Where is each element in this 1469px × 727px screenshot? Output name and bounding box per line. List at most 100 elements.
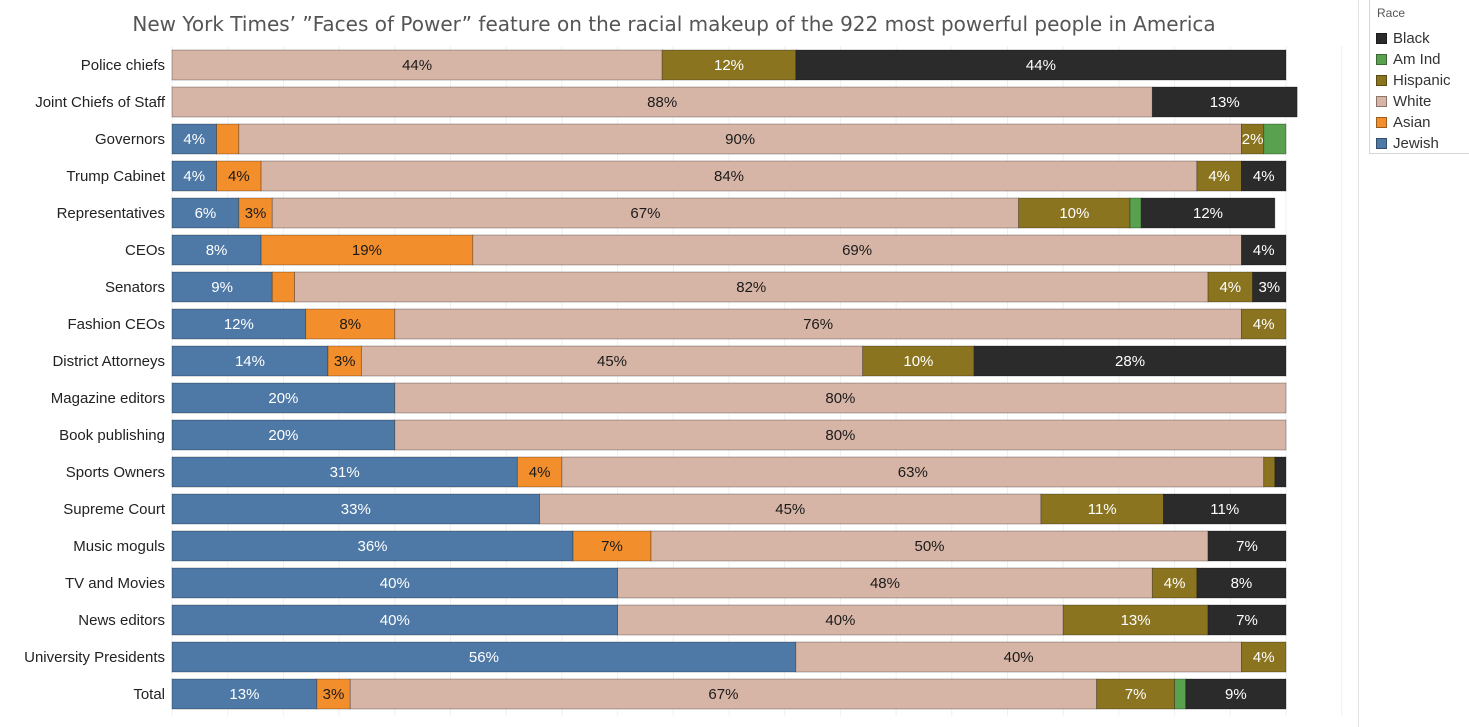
bar-segment-white[interactable] [349, 678, 1098, 710]
data-label: 7% [1236, 538, 1258, 555]
bar-segment-jewish[interactable] [171, 493, 541, 525]
bar-segment-hispanic[interactable] [1241, 308, 1287, 340]
bar-segment-jewish[interactable] [171, 456, 518, 488]
bar-segment-asian[interactable] [516, 456, 563, 488]
bar-segment-white[interactable] [617, 567, 1153, 599]
bar-segment-black[interactable] [1241, 234, 1287, 266]
legend-label: Asian [1393, 113, 1431, 131]
bar-segment-am-ind[interactable] [1129, 197, 1142, 229]
data-label: 4% [1253, 316, 1275, 333]
bar-segment-white[interactable] [238, 123, 1242, 155]
category-label: Book publishing [59, 427, 165, 444]
bar-segment-jewish[interactable] [171, 197, 240, 229]
bar-segment-am-ind[interactable] [1174, 678, 1187, 710]
data-labels: 44% 12% 44% 88% 13% 4% 90% 2% 4% 4% 84% 4% 4% 6% 3% 67%… [183, 57, 1280, 703]
data-label: 20% [268, 390, 298, 407]
bar-segment-asian[interactable] [216, 123, 240, 155]
bar-segment-jewish[interactable] [171, 419, 396, 451]
bar-segment-jewish[interactable] [171, 160, 217, 192]
bar-segment-black[interactable] [1151, 86, 1298, 118]
legend-item-white[interactable]: White [1376, 91, 1431, 111]
bar-segment-black[interactable] [1274, 456, 1287, 488]
bar-segment-white[interactable] [394, 419, 1287, 451]
bar-segment-hispanic[interactable] [1018, 197, 1131, 229]
data-label: 31% [330, 464, 360, 481]
legend-swatch [1376, 137, 1387, 149]
bar-segment-jewish[interactable] [171, 641, 797, 673]
bar-segment-white[interactable] [539, 493, 1042, 525]
category-label: Governors [95, 131, 165, 148]
data-label: 84% [714, 168, 744, 185]
data-label: 12% [1193, 205, 1223, 222]
legend-swatch [1376, 74, 1387, 86]
bar-segment-hispanic[interactable] [1151, 567, 1198, 599]
bar-segment-asian[interactable] [216, 160, 262, 192]
bar-segment-asian[interactable] [305, 308, 396, 340]
data-label: 4% [183, 168, 205, 185]
bar-segment-asian[interactable] [327, 345, 362, 377]
data-label: 6% [195, 205, 217, 222]
data-label: 80% [825, 390, 855, 407]
legend-item-jewish[interactable]: Jewish [1376, 133, 1439, 153]
data-label: 2% [1242, 131, 1264, 148]
bar-segment-hispanic[interactable] [1241, 641, 1287, 673]
data-label: 4% [1253, 649, 1275, 666]
bar-segment-white[interactable] [360, 345, 864, 377]
bar-segment-white[interactable] [795, 641, 1242, 673]
legend-label: Jewish [1393, 134, 1439, 152]
data-label: 4% [1208, 168, 1230, 185]
bar-segment-black[interactable] [1163, 493, 1287, 525]
bar-segment-hispanic[interactable] [661, 49, 797, 81]
data-label: 69% [842, 242, 872, 259]
bar-segment-asian[interactable] [572, 530, 652, 562]
bar-segment-white[interactable] [260, 160, 1198, 192]
bar-segment-jewish[interactable] [171, 271, 273, 303]
bar-segment-black[interactable] [1185, 678, 1287, 710]
bar-segment-hispanic[interactable] [862, 345, 975, 377]
bar-segment-jewish[interactable] [171, 345, 329, 377]
bar-segment-am-ind[interactable] [1263, 123, 1287, 155]
bar-segment-jewish[interactable] [171, 604, 619, 636]
bar-segment-asian[interactable] [260, 234, 474, 266]
bar-segment-jewish[interactable] [171, 567, 619, 599]
bar-segment-jewish[interactable] [171, 234, 262, 266]
data-label: 8% [206, 242, 228, 259]
bar-segment-asian[interactable] [238, 197, 273, 229]
legend-item-hispanic[interactable]: Hispanic [1376, 70, 1451, 90]
bar-segment-white[interactable] [650, 530, 1209, 562]
data-label: 50% [915, 538, 945, 555]
data-label: 8% [1231, 575, 1253, 592]
bar-segment-hispanic[interactable] [1040, 493, 1164, 525]
legend-item-asian[interactable]: Asian [1376, 112, 1431, 132]
bar-segment-black[interactable] [1140, 197, 1276, 229]
bar-segment-white[interactable] [472, 234, 1242, 266]
category-label: Sports Owners [66, 464, 165, 481]
bar-segment-black[interactable] [1252, 271, 1287, 303]
bar-segment-black[interactable] [1241, 160, 1287, 192]
bar-segment-jewish[interactable] [171, 382, 396, 414]
bar-segment-white[interactable] [171, 86, 1153, 118]
legend-item-am-ind[interactable]: Am Ind [1376, 49, 1441, 69]
bar-segment-white[interactable] [617, 604, 1064, 636]
bar-segment-white[interactable] [271, 197, 1020, 229]
bar-segment-hispanic[interactable] [1263, 456, 1276, 488]
bar-segment-white[interactable] [294, 271, 1209, 303]
bar-segment-asian[interactable] [271, 271, 295, 303]
data-label: 11% [1088, 501, 1117, 518]
bar-segment-black[interactable] [973, 345, 1287, 377]
bar-segment-jewish[interactable] [171, 530, 574, 562]
legend-item-black[interactable]: Black [1376, 28, 1430, 48]
bar-segment-jewish[interactable] [171, 308, 307, 340]
bar-segment-hispanic[interactable] [1062, 604, 1209, 636]
bar-segment-jewish[interactable] [171, 678, 318, 710]
bar-segment-black[interactable] [1207, 530, 1287, 562]
bar-segment-white[interactable] [394, 382, 1287, 414]
bar-segment-black[interactable] [795, 49, 1287, 81]
grid-lines [171, 46, 1343, 716]
bar-segment-hispanic[interactable] [1196, 160, 1242, 192]
bar-segment-white[interactable] [394, 308, 1242, 340]
category-label: Trump Cabinet [66, 168, 165, 185]
category-label: Total [133, 686, 165, 703]
bar-segment-black[interactable] [1207, 604, 1287, 636]
bar-segment-black[interactable] [1196, 567, 1287, 599]
